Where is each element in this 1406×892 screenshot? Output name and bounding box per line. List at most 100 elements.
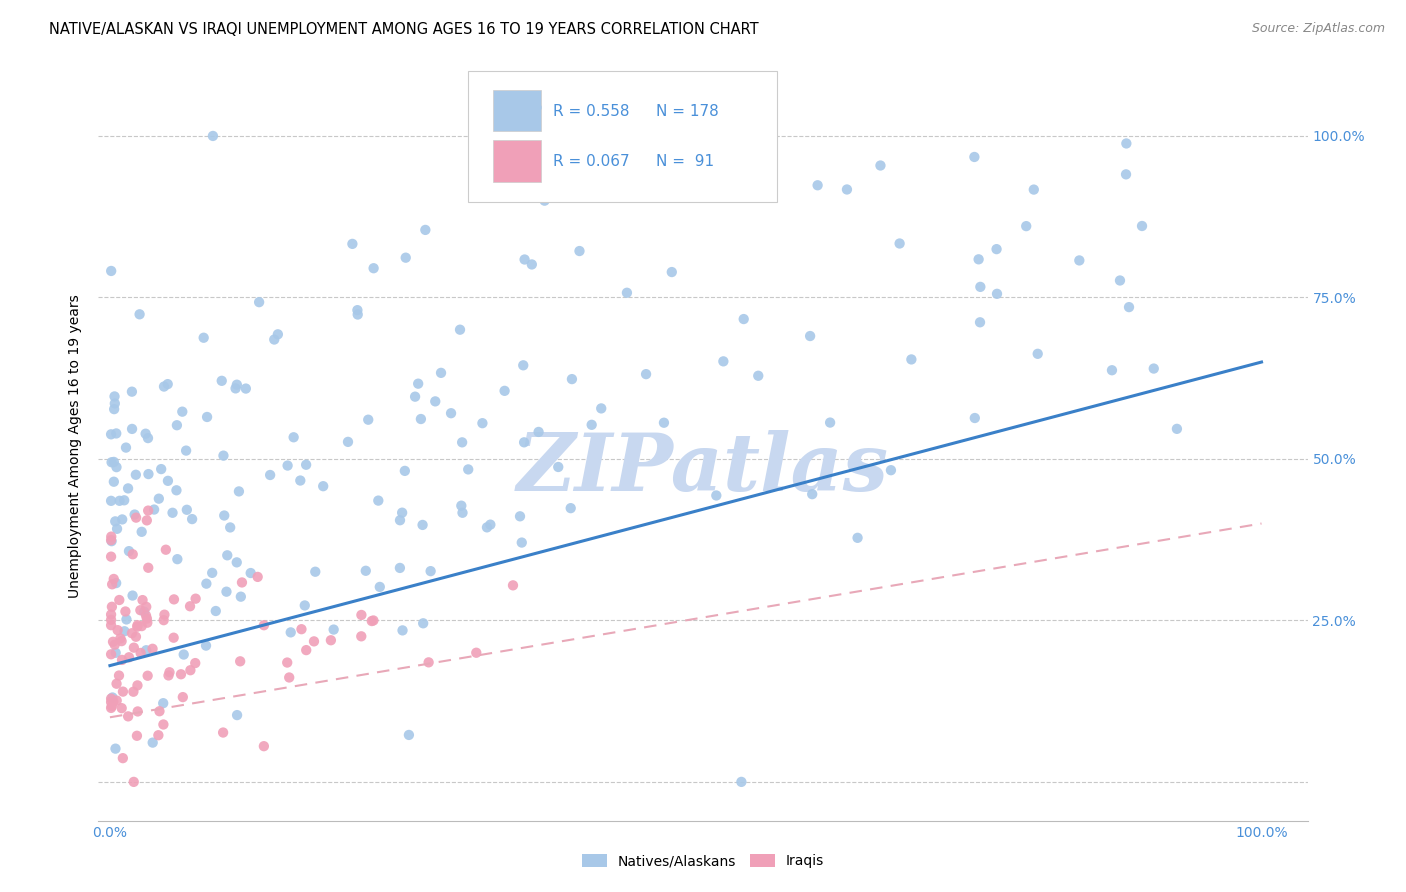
Point xyxy=(101,690,124,705)
Point xyxy=(104,741,127,756)
Text: N =  91: N = 91 xyxy=(655,153,714,169)
Point xyxy=(636,367,658,381)
Point xyxy=(406,376,429,391)
Point xyxy=(661,265,683,279)
Point xyxy=(100,493,122,508)
Point xyxy=(388,513,411,527)
Point xyxy=(141,641,163,656)
Point xyxy=(479,517,502,532)
Point xyxy=(225,555,247,569)
Point xyxy=(114,605,136,619)
Text: Source: ZipAtlas.com: Source: ZipAtlas.com xyxy=(1251,22,1385,36)
Point xyxy=(652,416,675,430)
Point xyxy=(135,513,157,527)
Point xyxy=(357,413,380,427)
Point xyxy=(1143,361,1166,376)
Point xyxy=(108,593,131,607)
Point xyxy=(150,462,173,476)
Point xyxy=(730,775,752,789)
Point xyxy=(425,394,447,409)
Point xyxy=(368,580,391,594)
Point xyxy=(204,604,226,618)
Point xyxy=(115,612,138,626)
Point xyxy=(157,668,180,682)
Point xyxy=(253,618,276,632)
Point xyxy=(195,639,218,653)
Point xyxy=(391,506,413,520)
Point xyxy=(152,613,174,627)
Point xyxy=(277,458,299,473)
Point xyxy=(616,285,638,300)
Point xyxy=(108,668,131,682)
Point xyxy=(101,699,124,714)
Point xyxy=(278,671,301,685)
Point xyxy=(166,418,188,433)
Point xyxy=(111,512,134,526)
FancyBboxPatch shape xyxy=(468,71,776,202)
Point xyxy=(105,693,128,707)
Point xyxy=(174,443,197,458)
Point xyxy=(517,159,540,173)
Text: NATIVE/ALASKAN VS IRAQI UNEMPLOYMENT AMONG AGES 16 TO 19 YEARS CORRELATION CHART: NATIVE/ALASKAN VS IRAQI UNEMPLOYMENT AMO… xyxy=(49,22,759,37)
Point xyxy=(121,547,143,561)
Point xyxy=(295,643,318,657)
Point xyxy=(283,430,305,444)
Point xyxy=(807,178,830,193)
Point xyxy=(118,544,141,558)
Point xyxy=(100,701,122,715)
Point xyxy=(409,412,432,426)
Point xyxy=(122,640,145,655)
Point xyxy=(117,482,139,496)
Point xyxy=(176,503,198,517)
Point xyxy=(100,648,122,662)
Point xyxy=(128,307,150,321)
Point xyxy=(100,607,122,622)
Point xyxy=(121,626,143,640)
Point xyxy=(156,377,179,392)
Point xyxy=(591,401,613,416)
Point xyxy=(103,389,125,403)
Point xyxy=(440,406,463,420)
Point xyxy=(1166,422,1188,436)
Point xyxy=(520,257,543,271)
Point xyxy=(404,390,426,404)
Point xyxy=(360,614,382,628)
Point xyxy=(666,171,689,186)
Point xyxy=(148,491,170,506)
Point xyxy=(100,427,122,442)
Point xyxy=(153,379,176,393)
Point xyxy=(471,416,494,430)
Point xyxy=(304,565,326,579)
Point xyxy=(294,599,316,613)
Point xyxy=(100,695,122,709)
Point xyxy=(398,728,420,742)
Point xyxy=(179,599,201,614)
Point xyxy=(394,464,416,478)
Point xyxy=(159,665,181,680)
Point xyxy=(103,475,125,489)
Point xyxy=(104,646,127,660)
Point xyxy=(475,520,498,534)
Point xyxy=(388,561,411,575)
Point xyxy=(134,605,156,619)
Point xyxy=(229,590,252,604)
Point xyxy=(100,264,122,278)
Point xyxy=(100,455,122,469)
Point xyxy=(450,499,472,513)
Point xyxy=(125,510,148,524)
Point xyxy=(136,561,159,575)
Point xyxy=(105,676,128,690)
Point xyxy=(212,725,235,739)
Point xyxy=(127,620,149,634)
Point xyxy=(226,708,249,723)
Point xyxy=(152,696,174,710)
Point xyxy=(136,669,159,683)
Point xyxy=(1109,273,1132,287)
Point xyxy=(148,728,170,742)
Point xyxy=(127,678,149,692)
Point xyxy=(111,653,134,667)
Point xyxy=(412,517,434,532)
Point xyxy=(104,396,127,410)
Point xyxy=(733,312,755,326)
Point xyxy=(166,552,188,566)
